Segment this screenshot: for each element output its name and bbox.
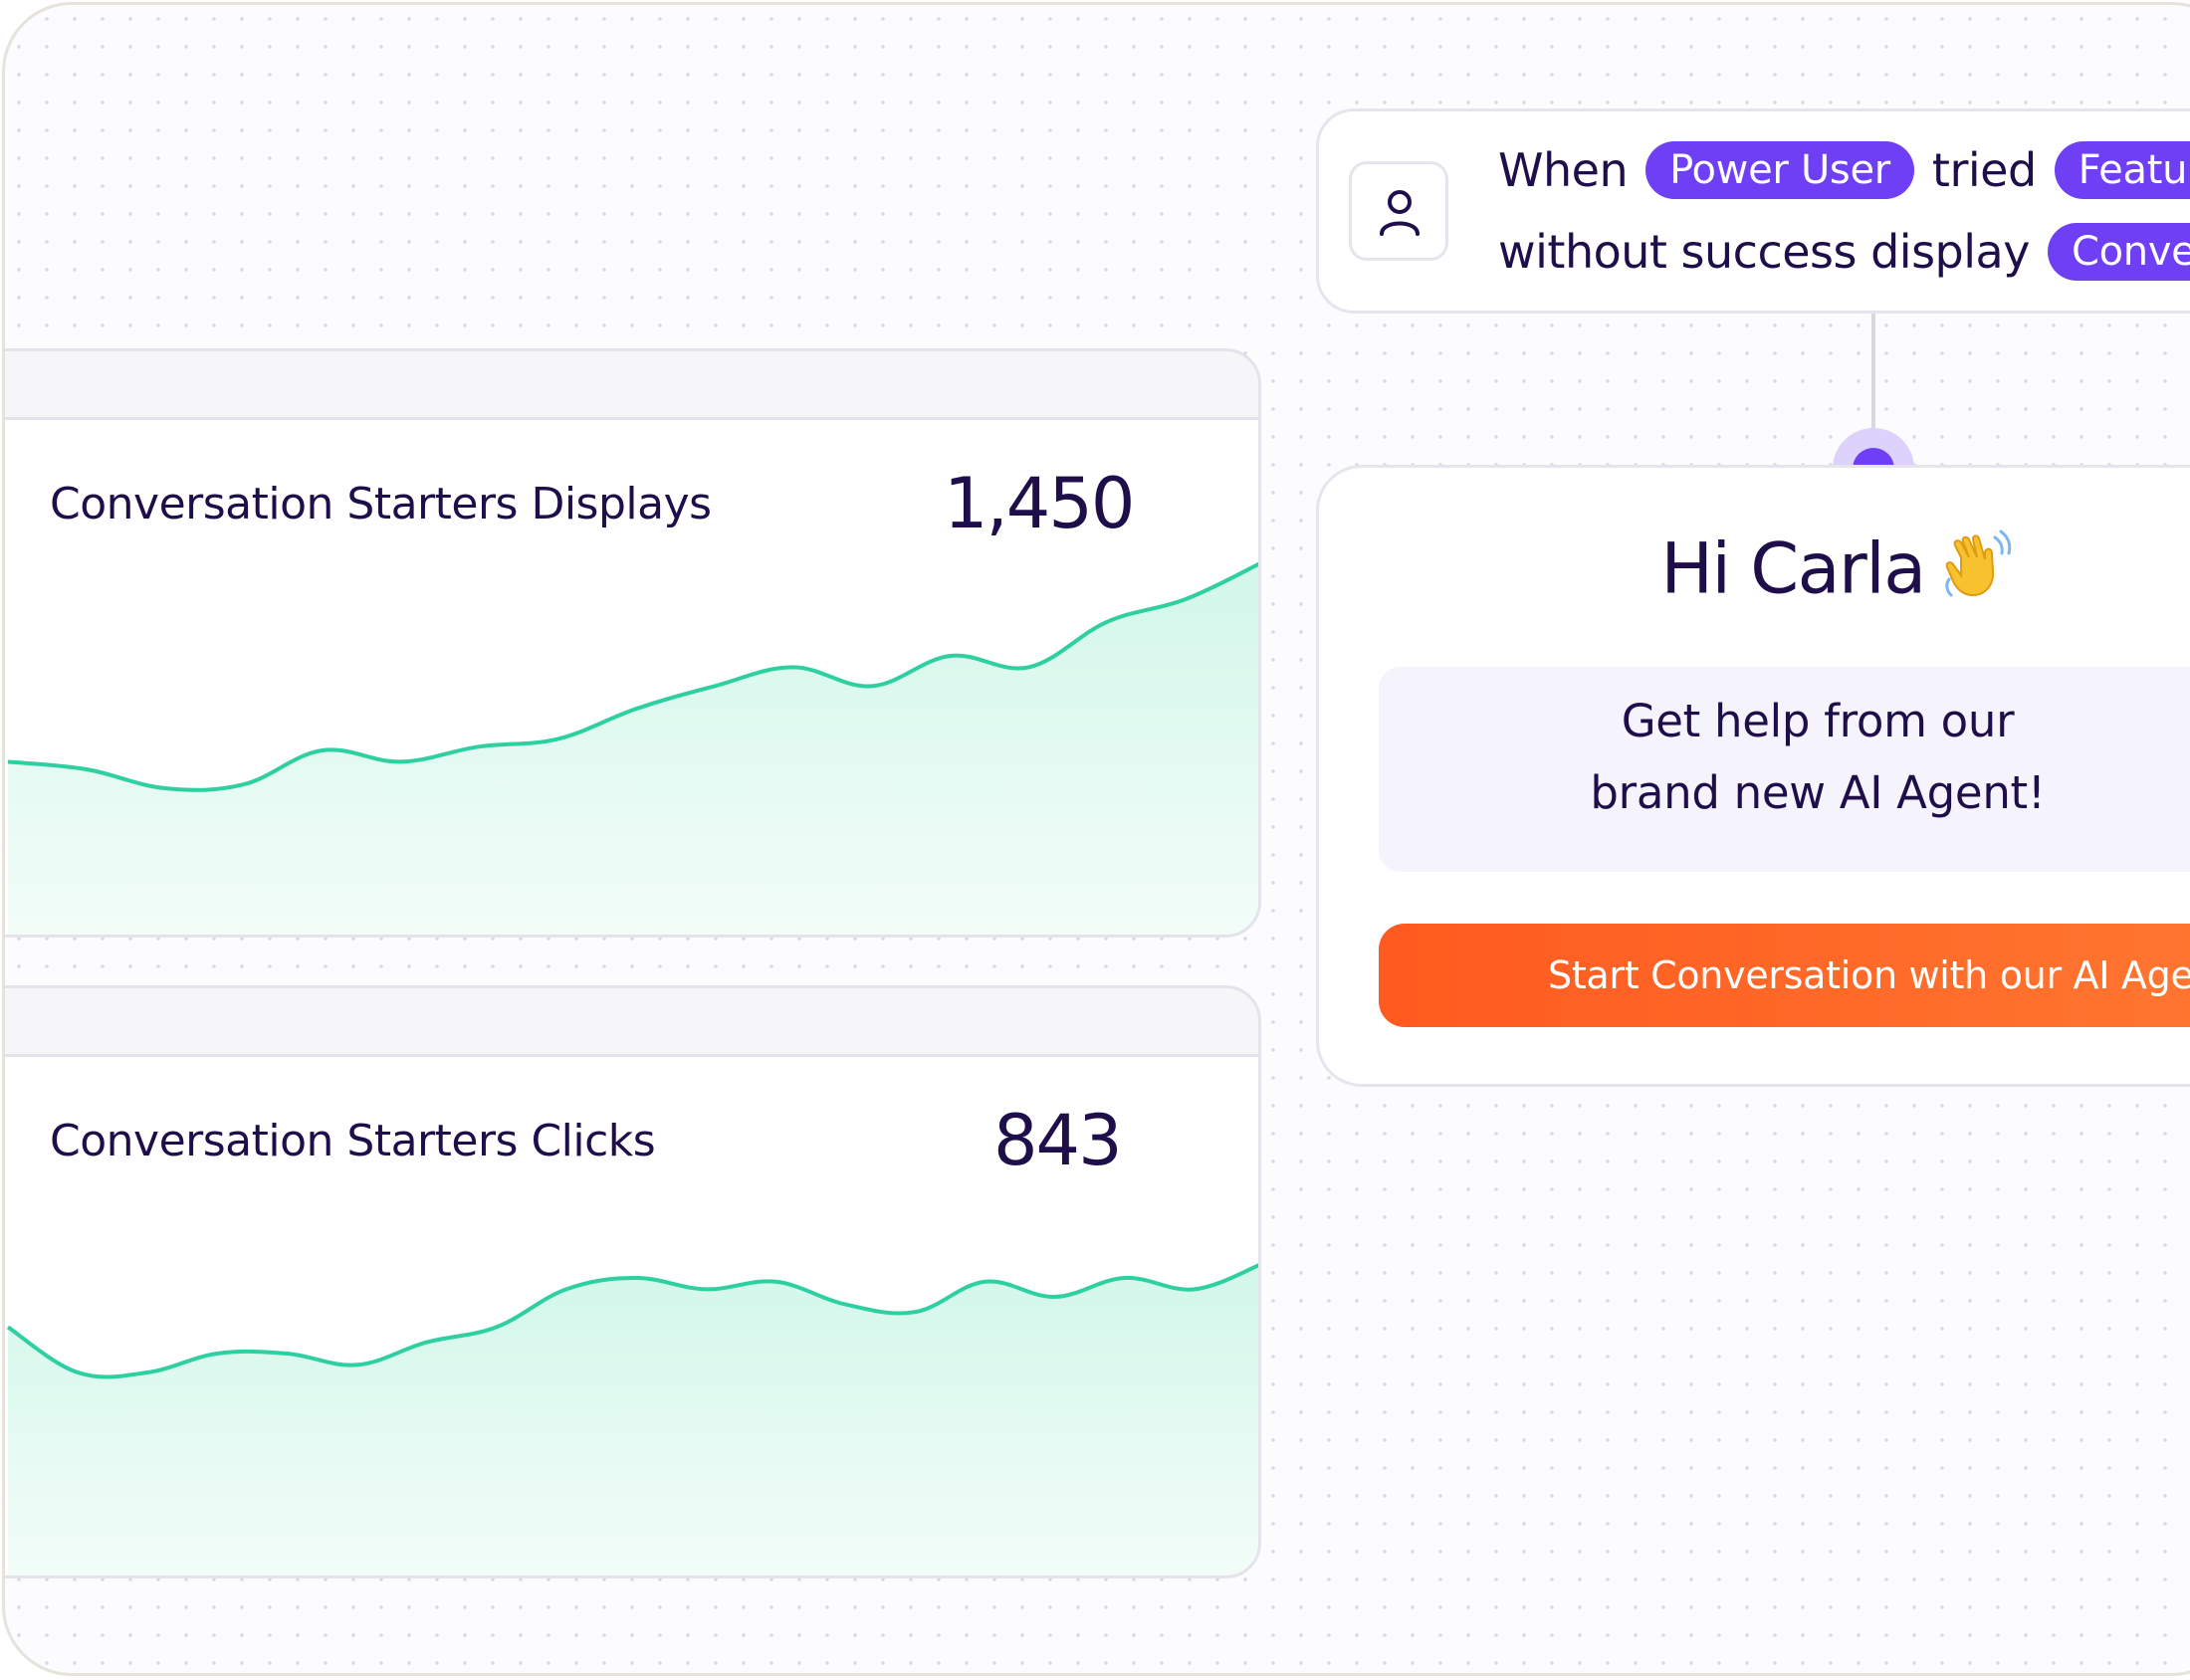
metric-title: Conversation Starters Clicks — [50, 1116, 656, 1166]
action-pill[interactable]: Conversa — [2047, 223, 2190, 281]
chart-area-fill — [8, 1265, 1258, 1575]
rule-line-1: When Power User tried Feature — [1498, 141, 2190, 199]
rule-tried-text: tried — [1931, 143, 2037, 197]
metric-title: Conversation Starters Displays — [50, 479, 712, 529]
waving-hand-icon — [1939, 527, 2015, 620]
segment-pill[interactable]: Power User — [1645, 141, 1914, 199]
chart-area-fill — [8, 563, 1258, 935]
greeting-heading: Hi Carla — [1319, 527, 2190, 620]
metric-value: 843 — [993, 1100, 1123, 1181]
feature-pill[interactable]: Feature — [2054, 141, 2190, 199]
metric-card-displays: Conversation Starters Displays 1,450 — [5, 348, 1261, 938]
card-header — [5, 351, 1258, 420]
card-header — [5, 988, 1258, 1057]
help-text-line-1: Get help from our — [1621, 695, 2015, 747]
cta-label: Start Conversation with our AI Agent — [1548, 953, 2190, 997]
rule-line-2: without success display Conversa — [1498, 223, 2190, 281]
chart-series-line — [7, 561, 1258, 792]
chart-series-line — [6, 1263, 1258, 1379]
trigger-rule-card[interactable]: When Power User tried Feature without su… — [1316, 108, 2190, 314]
metric-card-clicks: Conversation Starters Clicks 843 — [5, 985, 1261, 1578]
rule-when-text: When — [1498, 143, 1629, 197]
user-icon — [1380, 190, 1420, 236]
flow-connector-line — [1871, 314, 1875, 463]
area-chart-clicks — [6, 1263, 1258, 1575]
user-icon-button[interactable] — [1349, 161, 1448, 261]
area-chart-displays — [7, 561, 1258, 935]
help-message-box — [1379, 667, 2190, 872]
help-text-line-2: brand new AI Agent! — [1590, 766, 2046, 819]
metric-value: 1,450 — [944, 463, 1135, 544]
message-preview-card: Hi Carla Get help from our brand new AI … — [1316, 465, 2190, 1087]
greeting-text: Hi Carla — [1660, 527, 1926, 610]
start-conversation-button[interactable]: Start Conversation with our AI Agent — [1379, 924, 2190, 1027]
rule-display-text: without success display — [1498, 225, 2030, 279]
